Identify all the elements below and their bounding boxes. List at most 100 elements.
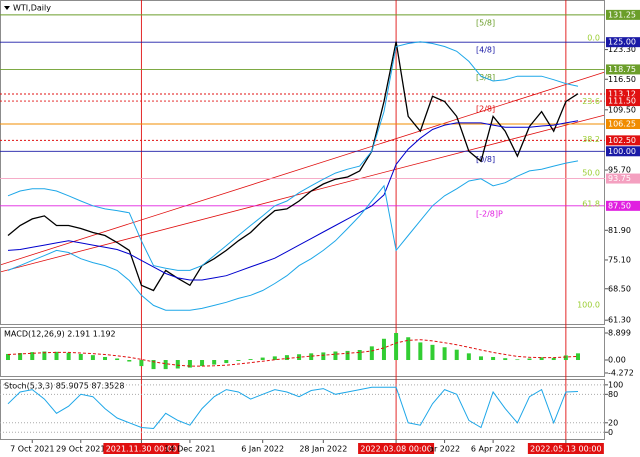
x-tick-label: 6 Jan 2022 <box>241 445 284 454</box>
level-tag: [3/8] <box>476 73 495 82</box>
level-tag: [-2/8]P <box>476 209 503 218</box>
y-tick-label: 68.50 <box>608 284 631 293</box>
channel-line <box>0 114 606 273</box>
x-tick-label: ar 2022 <box>429 445 460 454</box>
series-line <box>7 339 579 367</box>
level-label: 100.00 <box>608 147 636 156</box>
level-label: 111.50 <box>608 97 636 106</box>
bar <box>539 357 544 361</box>
x-tick-label: 2021.11.30 00:00 <box>106 445 177 454</box>
y-tick-label: 75.10 <box>608 255 631 264</box>
level-box <box>606 118 640 129</box>
bar <box>42 351 47 361</box>
y-tick-label: 0.00 <box>608 356 626 365</box>
level-label: 131.25 <box>608 10 636 19</box>
fib-label: 50.0 <box>582 168 600 177</box>
bar <box>394 333 399 361</box>
series-line <box>7 160 579 311</box>
bar <box>284 355 289 361</box>
bar <box>369 346 374 361</box>
bar <box>187 360 192 368</box>
fib-label: 23.6 <box>582 97 600 106</box>
bar <box>224 360 229 364</box>
bar <box>466 353 471 361</box>
level-tag: [4/8] <box>476 46 495 55</box>
x-label-box <box>358 443 435 454</box>
y-tick-label: -4.272 <box>608 368 634 377</box>
main-panel <box>0 0 605 325</box>
bar <box>66 352 71 361</box>
fib-label: 100.0 <box>577 301 600 310</box>
y-tick-label: 95.70 <box>608 166 631 175</box>
bar <box>212 360 217 365</box>
level-box <box>606 89 640 100</box>
y-tick-label: 80 <box>608 390 618 399</box>
bar <box>200 360 205 367</box>
bar <box>127 360 132 362</box>
fib-label: 38.2 <box>582 135 600 144</box>
x-tick-label: 2022.03.08 00:00 <box>360 445 431 454</box>
bar <box>163 360 168 370</box>
x-tick-label: 2022.05.13 00:00 <box>530 445 601 454</box>
y-tick-label: 123.30 <box>608 45 636 54</box>
level-box <box>606 37 640 48</box>
series-line <box>7 386 579 430</box>
bar <box>345 350 350 361</box>
level-label: 106.25 <box>608 119 636 128</box>
bar <box>430 344 435 361</box>
bar <box>103 356 108 361</box>
bar <box>248 359 253 361</box>
level-tag: [5/8] <box>476 18 495 27</box>
level-box <box>606 135 640 146</box>
bar <box>309 353 314 361</box>
fib-label: 0.0 <box>587 33 600 42</box>
bar <box>272 356 277 361</box>
level-label: 87.50 <box>608 201 631 210</box>
series-line <box>7 120 579 281</box>
bar <box>527 358 532 361</box>
level-label: 125.00 <box>608 38 636 47</box>
stoch-panel <box>0 379 605 440</box>
y-tick-label: 20 <box>608 418 618 427</box>
bar <box>115 358 120 361</box>
x-label-box <box>103 443 180 454</box>
bar <box>478 356 483 361</box>
level-label: 113.12 <box>608 90 636 99</box>
series-line <box>7 41 579 292</box>
channel-line <box>0 71 606 266</box>
bar <box>406 337 411 361</box>
bar <box>503 358 508 361</box>
bar <box>381 338 386 361</box>
y-tick-label: 100 <box>608 380 623 389</box>
bar <box>442 347 447 361</box>
level-box <box>606 9 640 20</box>
bar <box>236 360 241 361</box>
x-tick-label: 28 Jan 2022 <box>299 445 347 454</box>
level-tag: [2/8] <box>476 105 495 114</box>
y-tick-label: 116.50 <box>608 75 636 84</box>
level-box <box>606 200 640 211</box>
bar <box>151 360 156 370</box>
bar <box>18 353 23 361</box>
bar <box>321 352 326 361</box>
bar <box>30 352 35 361</box>
level-label: 93.75 <box>608 174 631 183</box>
bar <box>6 353 10 361</box>
bar <box>551 357 556 361</box>
y-tick-label: 109.50 <box>608 105 636 114</box>
bar <box>175 360 180 369</box>
x-tick-label: 6 Apr 2022 <box>471 445 515 454</box>
macd-title: MACD(12,26,9) 2.191 1.192 <box>4 330 116 339</box>
chart-title: WTI,Daily <box>13 4 51 13</box>
bar <box>418 342 423 361</box>
bar <box>454 349 459 361</box>
level-box <box>606 173 640 184</box>
y-tick-label: 81.90 <box>608 226 631 235</box>
y-tick-label: 8.899 <box>608 329 631 338</box>
bar <box>576 353 580 361</box>
y-tick-label: 61.30 <box>608 316 631 325</box>
level-tag: [0/8] <box>476 155 495 164</box>
level-box <box>606 64 640 75</box>
bar <box>260 357 265 361</box>
